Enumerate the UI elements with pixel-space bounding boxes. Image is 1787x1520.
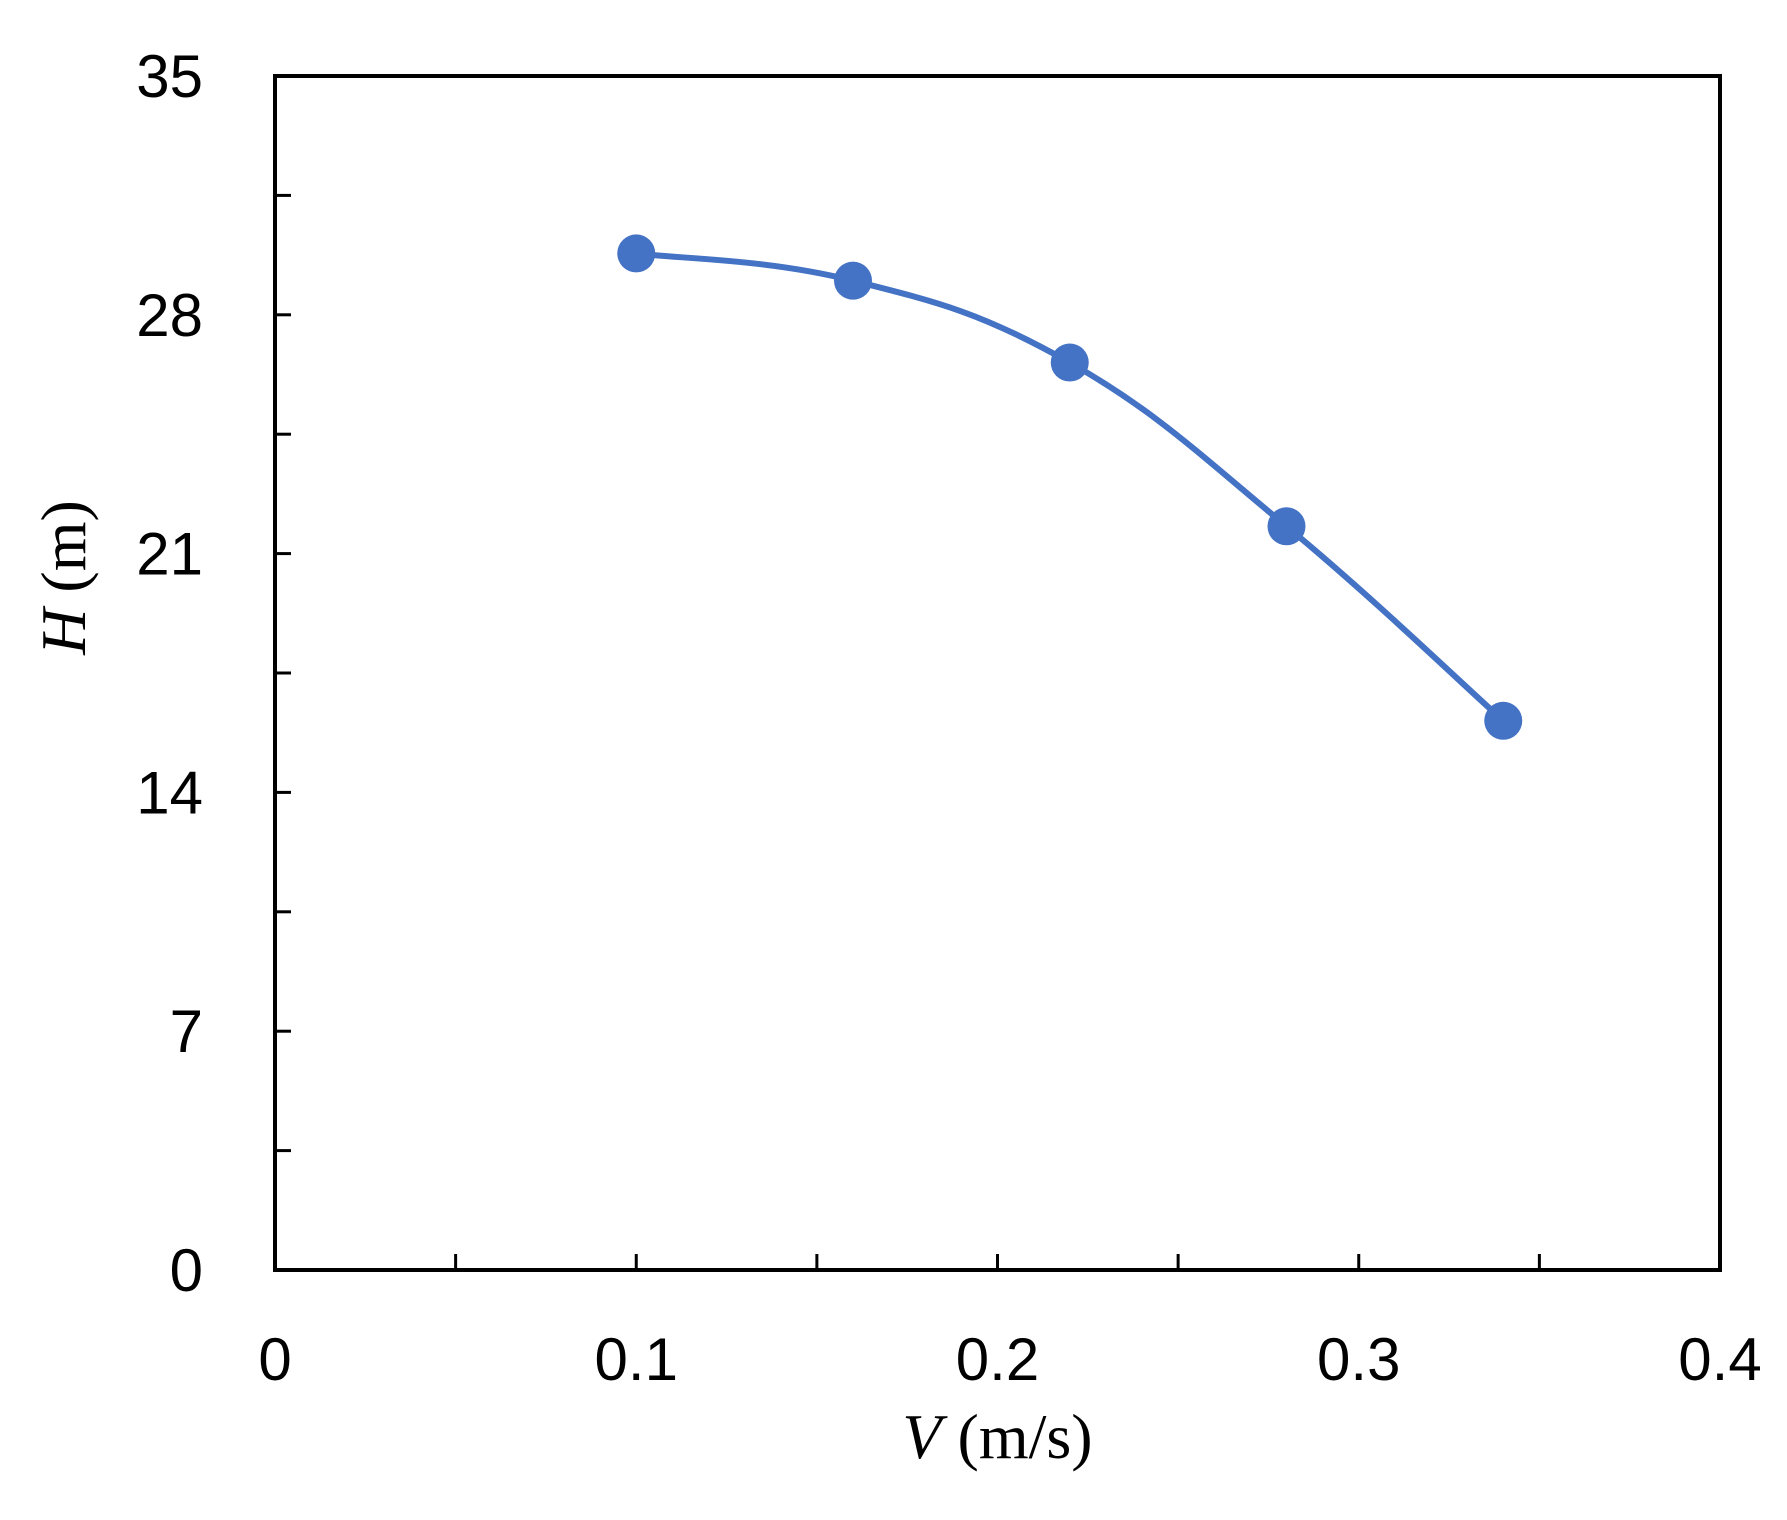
x-tick-label: 0.1 (595, 1326, 678, 1393)
series-group (617, 234, 1523, 740)
y-tick-label: 14 (136, 759, 203, 826)
x-tick-label: 0.3 (1317, 1326, 1400, 1393)
x-axis-title: V (m/s) (902, 1401, 1092, 1472)
y-tick-label: 0 (170, 1237, 203, 1304)
x-tick-label: 0 (258, 1326, 291, 1393)
data-point (617, 234, 656, 273)
tick-labels: 0 0.1 0.2 0.3 0.4 0 7 14 21 28 35 (136, 43, 1761, 1393)
y-tick-label: 7 (170, 998, 203, 1065)
y-tick-label: 21 (136, 521, 203, 588)
y-axis-unit: (m) (28, 500, 99, 608)
data-point (834, 261, 872, 300)
y-axis-symbol: H (28, 605, 99, 656)
y-axis-title: H (m) (28, 500, 99, 656)
data-point (1267, 507, 1306, 546)
x-tick-label: 0.2 (956, 1326, 1039, 1393)
x-tick-label: 0.4 (1678, 1326, 1761, 1393)
x-axis-unit: (m/s) (942, 1401, 1093, 1472)
axis-ticks (275, 193, 1541, 1270)
plot-area-frame (273, 74, 1722, 1272)
y-tick-label: 28 (136, 282, 203, 349)
data-point (1484, 701, 1523, 740)
x-axis-symbol: V (902, 1401, 948, 1472)
y-tick-label: 35 (136, 43, 203, 110)
data-point (1050, 343, 1089, 382)
